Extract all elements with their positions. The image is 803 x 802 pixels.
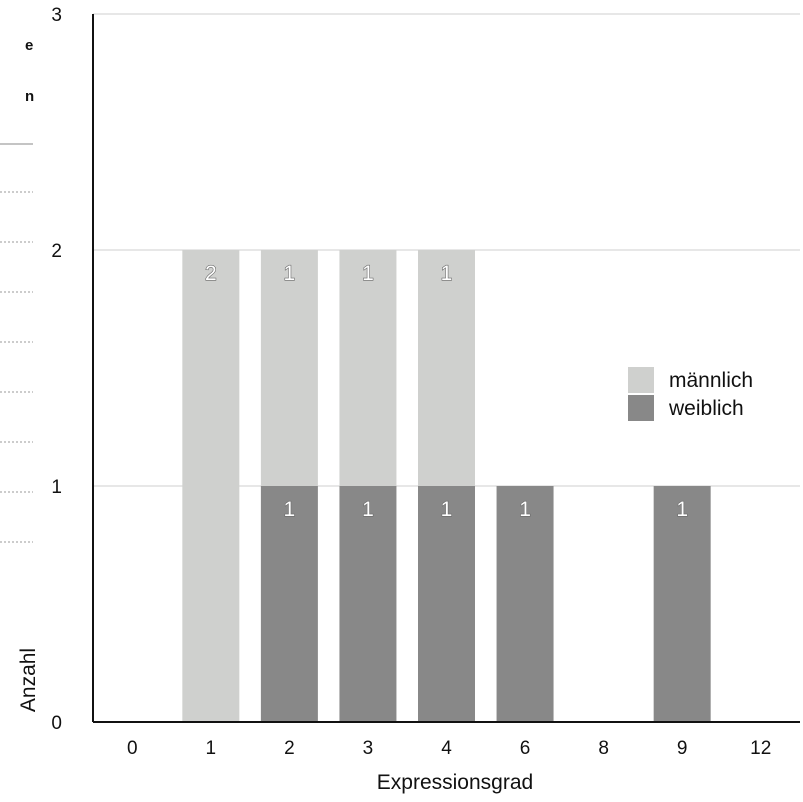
y-axis-title: Anzahl [17,648,40,712]
bar-value-label: 1 [362,498,374,521]
bar-weiblich [260,486,318,722]
bar-value-label: 2 [205,262,217,285]
x-tick-label: 8 [598,738,609,759]
bar-value-label: 1 [441,262,453,285]
legend-swatch-weiblich [628,395,654,421]
bar-weiblich [339,486,397,722]
x-tick-labels: 0 1 2 3 4 6 8 9 12 [127,738,771,759]
bar-männlich [260,250,318,486]
bars: 2 1 1 1 1 1 1 1 1 [182,250,711,722]
bar-value-label: 1 [362,262,374,285]
bar-value-label: 1 [284,498,296,521]
x-axis-title: Expressionsgrad [377,771,533,794]
bar-value-label: 1 [284,262,296,285]
y-tick-labels: 0 1 2 3 [51,5,62,734]
x-tick-label: 0 [127,738,138,759]
bar-value-label: 1 [519,498,531,521]
legend-swatch-männlich [628,367,654,393]
y-tick-label: 1 [51,477,62,498]
y-tick-label: 3 [51,5,62,26]
legend: männlich weiblich [628,367,753,421]
side-dotted-lines [0,191,33,543]
y-tick-label: 0 [51,713,62,734]
x-tick-label: 1 [206,738,217,759]
bar-value-label: 1 [441,498,453,521]
x-tick-label: 2 [284,738,295,759]
side-text-1: e [25,37,33,54]
y-tick-label: 2 [51,241,62,262]
x-tick-label: 4 [441,738,452,759]
x-tick-label: 9 [677,738,688,759]
bar-männlich [418,250,475,486]
bar-weiblich [418,486,475,722]
bar-weiblich [496,486,554,722]
bar-männlich [339,250,397,486]
side-text-2: n [25,88,34,105]
bar-weiblich [653,486,711,722]
legend-label-weiblich: weiblich [668,397,744,420]
bar-value-label: 1 [676,498,688,521]
bar-männlich [182,250,240,722]
side-panel-fragment: e n [0,37,34,543]
legend-label-männlich: männlich [669,369,753,392]
x-tick-label: 3 [363,738,374,759]
x-tick-label: 6 [520,738,531,759]
x-tick-label: 12 [750,738,771,759]
